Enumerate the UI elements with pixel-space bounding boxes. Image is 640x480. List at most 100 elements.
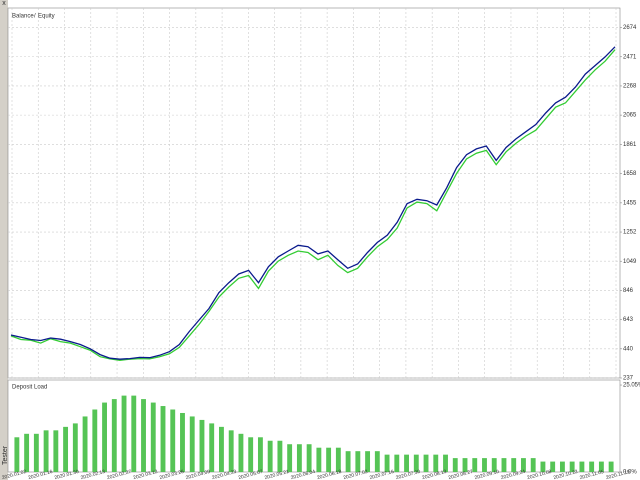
bar (355, 451, 361, 472)
y-tick-label: 2471 (623, 54, 637, 60)
y-tick-label: 1861 (623, 142, 637, 148)
legend-equity: Equity (38, 14, 55, 20)
bar (540, 461, 546, 472)
bar (180, 412, 185, 472)
bar (53, 430, 59, 472)
bar (160, 406, 166, 472)
bar (72, 423, 78, 472)
y-tick-label: 440 (623, 346, 634, 352)
bar (511, 458, 517, 472)
x-tick-label: 2020.09.10 (474, 469, 500, 480)
legend-separator: / (34, 14, 36, 20)
bar (111, 399, 117, 472)
bar (238, 433, 244, 472)
bar (530, 458, 536, 472)
y-tick-label: 1252 (623, 230, 637, 236)
bar (335, 447, 341, 472)
bar (423, 454, 429, 472)
y-tick-label: 237 (623, 376, 634, 382)
x-tick-label: 2020.09.24 (500, 469, 526, 480)
x-tick-label: 2020.06.18 (316, 469, 342, 480)
x-tick-label: 2020.07.02 (343, 469, 369, 480)
y-tick-label: 1455 (623, 200, 637, 206)
bar (219, 426, 224, 472)
bar (121, 395, 127, 472)
bar (24, 433, 30, 472)
bar (443, 454, 448, 472)
bar (267, 440, 273, 472)
bar (248, 437, 254, 472)
x-tick-label: 2020.07.30 (395, 469, 421, 480)
x-tick-label: 2020.07.16 (369, 469, 395, 480)
bar (365, 451, 371, 472)
sidebar (0, 0, 8, 480)
bar (228, 430, 234, 472)
bar (189, 416, 195, 472)
bar (102, 402, 107, 472)
y-tick-label: 643 (623, 317, 634, 323)
x-tick-label: 2020.11.19 (605, 469, 631, 480)
x-tick-label: 2020.01.30 (54, 469, 80, 480)
bar (287, 444, 293, 472)
bar (170, 409, 176, 472)
bar (33, 433, 39, 472)
bar (384, 454, 390, 472)
x-tick-label: 2020.06.04 (290, 469, 316, 480)
bar (199, 419, 205, 472)
bar (296, 444, 302, 472)
bar (589, 461, 595, 472)
sidebar-label: Tester (2, 445, 9, 465)
y-tick-label: 1049 (623, 259, 637, 265)
bar (131, 395, 137, 472)
x-tick-label: 2020.08.27 (448, 469, 474, 480)
y-tick-label: 25.05% (623, 383, 640, 389)
bar (491, 458, 497, 472)
bar (598, 461, 604, 472)
y-tick-label: 0.0% (623, 470, 637, 476)
bar (277, 440, 283, 472)
bar (413, 454, 419, 472)
y-tick-label: 1658 (623, 171, 637, 177)
x-tick-label: 2020.02.27 (106, 469, 132, 480)
bar (452, 458, 458, 472)
y-tick-label: 846 (623, 288, 634, 294)
upper-panel (7, 7, 621, 379)
bar (326, 447, 332, 472)
bar (482, 458, 487, 472)
x-tick-label: 2020.11.05 (579, 469, 605, 480)
bar (43, 430, 49, 472)
bar (92, 409, 98, 472)
x-tick-label: 2020.05.07 (238, 469, 264, 480)
lower-panel (7, 379, 621, 473)
bar (559, 461, 565, 472)
bar (374, 451, 380, 472)
x-tick-label: 2020.04.09 (185, 469, 211, 480)
y-tick-label: 2674 (623, 25, 637, 31)
bar (394, 454, 400, 472)
x-tick-label: 2020.01.16 (28, 469, 54, 480)
bar (521, 458, 526, 472)
x-tick-label: 2020.05.21 (264, 469, 290, 480)
bar (550, 461, 556, 472)
bar (501, 458, 507, 472)
x-tick-label: 2020.04.23 (211, 469, 237, 480)
x-tick-label: 2020.10.22 (553, 469, 579, 480)
series-line (10, 46, 616, 360)
close-button[interactable]: x (2, 0, 6, 7)
x-tick-label: 2020.10.08 (527, 469, 553, 480)
bar (345, 451, 351, 472)
bar (63, 426, 69, 472)
panel-title: Deposit Load (12, 385, 47, 391)
legend-balance: Balance (12, 14, 34, 20)
bar (82, 416, 88, 472)
bar (404, 454, 409, 472)
bar (462, 458, 468, 472)
x-tick-label: 2020.03.26 (159, 469, 185, 480)
series-line (10, 49, 616, 361)
bar (306, 444, 312, 472)
bar (472, 458, 478, 472)
x-tick-label: 2020.01.02 (1, 469, 27, 480)
x-tick-label: 2020.02.13 (80, 469, 106, 480)
bar (209, 423, 215, 472)
bar (14, 437, 20, 472)
